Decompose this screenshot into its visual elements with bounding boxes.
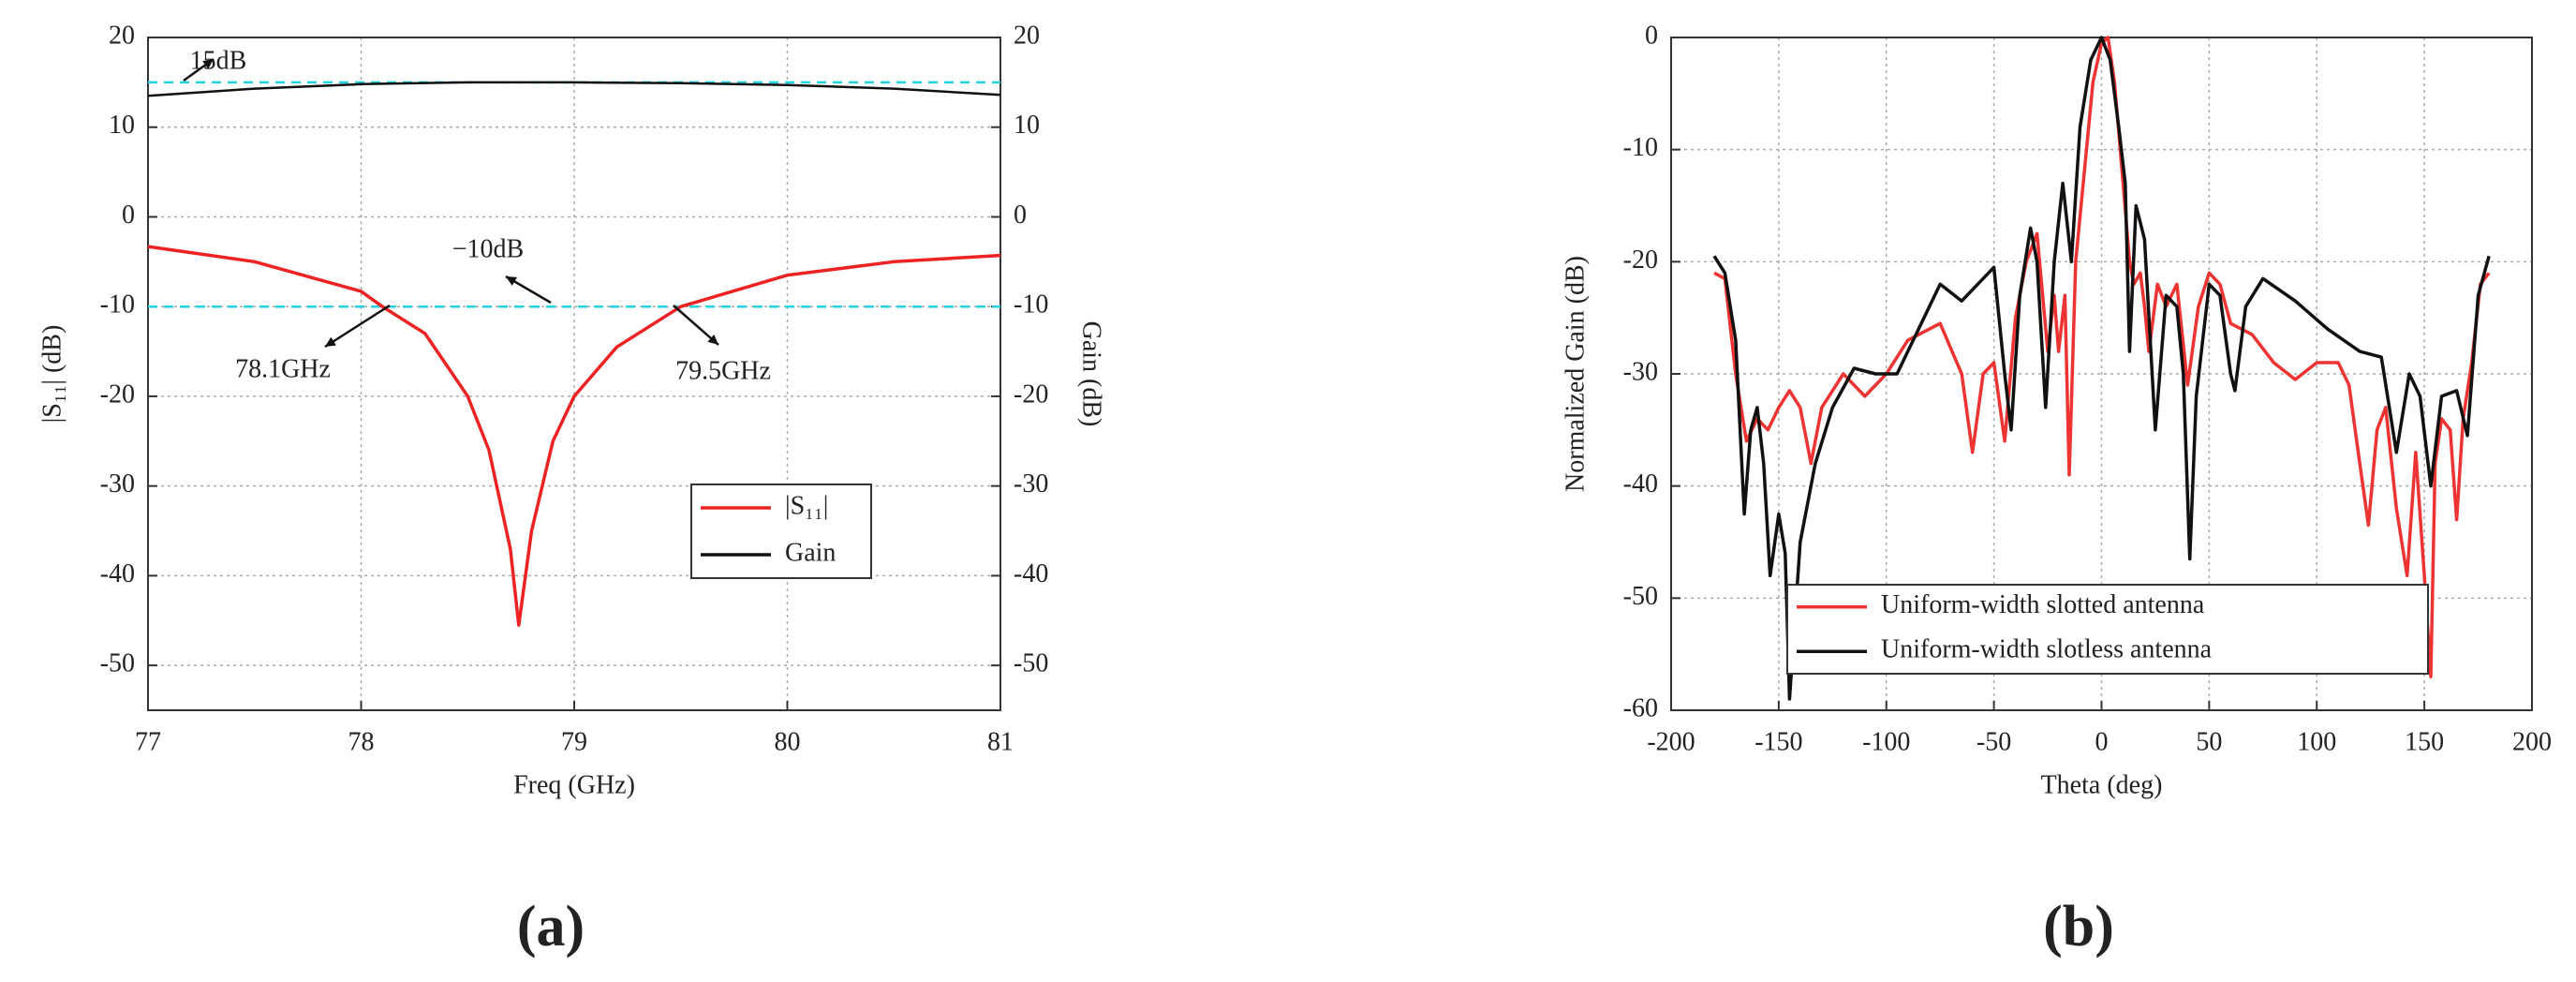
- annotation: 79.5GHz: [675, 356, 771, 385]
- y-tick-label: 10: [109, 111, 135, 140]
- y-tick-label: -60: [1623, 693, 1658, 722]
- x-tick-label: 150: [2405, 727, 2444, 756]
- caption: (b): [2043, 895, 2114, 959]
- x-tick-label: 100: [2297, 727, 2336, 756]
- y-tick-label: -20: [1623, 246, 1658, 275]
- y2-tick-label: 10: [1014, 111, 1040, 140]
- y-axis-label: |S₁₁| (dB): [37, 325, 67, 424]
- arrow-head: [506, 276, 517, 286]
- series-line: [1713, 36, 2491, 678]
- y-tick-label: 0: [122, 201, 135, 230]
- arrow-head: [325, 336, 336, 347]
- annotation: 78.1GHz: [235, 354, 331, 383]
- y-tick-label: -20: [100, 379, 135, 409]
- x-tick-label: 200: [2512, 727, 2552, 756]
- legend-label: Uniform-width slotted antenna: [1881, 590, 2205, 619]
- y2-tick-label: -40: [1014, 559, 1048, 588]
- x-tick-label: -100: [1862, 727, 1910, 756]
- annotation-arrow: [324, 304, 391, 349]
- x-tick-label: -150: [1754, 727, 1802, 756]
- annotation: −10dB: [452, 234, 524, 263]
- x-tick-label: 79: [561, 727, 587, 756]
- x-tick-label: 80: [775, 727, 801, 756]
- x-tick-label: 81: [987, 727, 1014, 756]
- x-tick-label: 0: [2095, 727, 2109, 756]
- legend-label: |S₁₁|: [785, 491, 828, 520]
- x-tick-label: 78: [348, 727, 375, 756]
- x-tick-label: -200: [1647, 727, 1695, 756]
- plot-frame: [147, 37, 1001, 711]
- arrow-head: [202, 59, 214, 69]
- y-tick-label: -10: [1623, 133, 1658, 162]
- y-tick-label: -30: [100, 469, 135, 498]
- y-tick-label: -50: [100, 649, 135, 678]
- x-tick-label: 77: [135, 727, 161, 756]
- x-axis-label: Theta (deg): [2041, 770, 2163, 799]
- series-line: [147, 81, 1001, 97]
- y2-tick-label: -10: [1014, 290, 1048, 320]
- y2-axis-label: Gain (dB): [1077, 321, 1106, 427]
- y-tick-label: -10: [100, 290, 135, 320]
- y2-tick-label: 20: [1014, 21, 1040, 50]
- y-tick-label: -50: [1623, 582, 1658, 611]
- x-axis-label: Freq (GHz): [513, 770, 635, 799]
- x-tick-label: -50: [1976, 727, 2011, 756]
- legend-label: Uniform-width slotless antenna: [1881, 635, 2213, 664]
- y2-tick-label: -20: [1014, 379, 1048, 409]
- legend-box: [690, 484, 872, 579]
- y2-tick-label: -30: [1014, 469, 1048, 498]
- y2-tick-label: 0: [1014, 201, 1027, 230]
- legend-box: [1786, 584, 2429, 675]
- y-tick-label: -40: [100, 559, 135, 588]
- y2-tick-label: -50: [1014, 649, 1048, 678]
- y-tick-label: 20: [109, 21, 135, 50]
- y-axis-label: Normalized Gain (dB): [1561, 256, 1590, 492]
- x-tick-label: 50: [2196, 727, 2222, 756]
- caption: (a): [517, 895, 585, 959]
- y-tick-label: -30: [1623, 357, 1658, 386]
- series-line: [147, 245, 1001, 627]
- legend-label: Gain: [785, 538, 836, 567]
- y-tick-label: 0: [1645, 21, 1658, 50]
- arrow-head: [707, 335, 718, 345]
- y-tick-label: -40: [1623, 469, 1658, 498]
